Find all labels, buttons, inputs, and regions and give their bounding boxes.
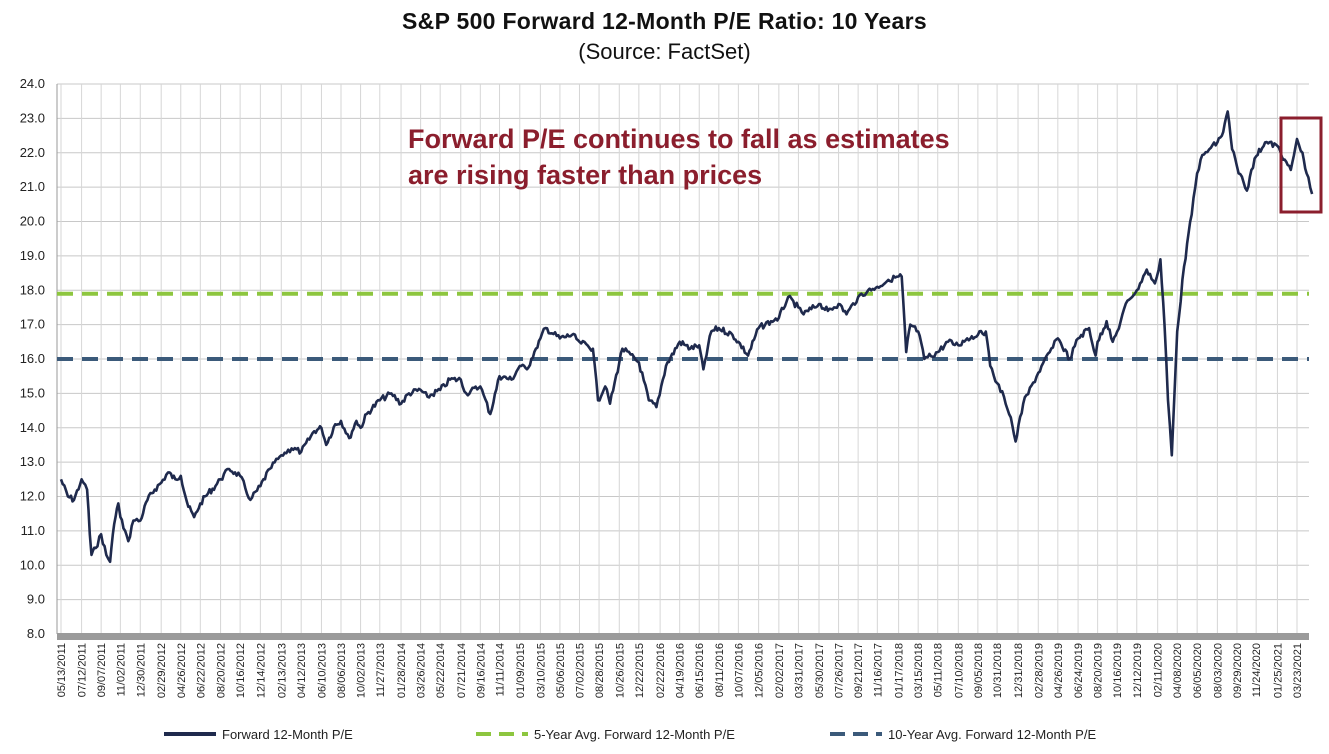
y-tick-label: 12.0 [20, 489, 45, 504]
y-tick-label: 22.0 [20, 145, 45, 160]
x-tick-label: 11/11/2014 [495, 643, 507, 696]
x-tick-label: 12/14/2012 [255, 643, 267, 698]
x-tick-label: 05/13/2011 [56, 643, 68, 697]
x-tick-label: 12/31/2018 [1013, 643, 1025, 698]
x-tick-label: 10/26/2015 [614, 643, 626, 698]
x-tick-label: 06/10/2013 [316, 643, 328, 698]
y-tick-label: 8.0 [27, 626, 45, 641]
x-tick-label: 12/12/2019 [1132, 643, 1144, 698]
x-tick-label: 08/28/2015 [594, 643, 606, 698]
highlight-box [1279, 116, 1323, 214]
x-tick-label: 11/02/2011 [115, 643, 127, 696]
x-tick-label: 02/13/2013 [276, 643, 288, 698]
pe-series-line [59, 110, 1314, 564]
x-tick-label: 08/20/2012 [216, 643, 228, 698]
x-tick-label: 08/20/2019 [1093, 643, 1105, 698]
x-tick-label: 06/22/2012 [195, 643, 207, 698]
x-tick-label: 04/19/2016 [675, 643, 687, 698]
x-tick-label: 01/28/2014 [396, 643, 408, 698]
legend-label: 5-Year Avg. Forward 12-Month P/E [534, 727, 735, 742]
chart-subtitle: (Source: FactSet) [578, 39, 751, 64]
x-tick-label: 03/23/2021 [1292, 643, 1304, 698]
x-tick-label: 01/09/2015 [515, 643, 527, 698]
x-tick-label: 12/22/2015 [634, 643, 646, 698]
x-tick-label: 06/24/2019 [1073, 643, 1085, 698]
x-tick-label: 05/06/2015 [555, 643, 567, 698]
x-tick-label: 02/29/2012 [156, 643, 168, 698]
x-tick-label: 07/12/2011 [77, 643, 89, 697]
y-tick-label: 15.0 [20, 385, 45, 400]
x-tick-label: 02/02/2017 [774, 643, 786, 698]
x-tick-label: 04/26/2012 [176, 643, 188, 698]
y-tick-label: 14.0 [20, 420, 45, 435]
x-tick-label: 08/11/2016 [714, 643, 726, 697]
x-tick-label: 12/05/2016 [754, 643, 766, 698]
x-tick-label: 04/12/2013 [296, 643, 308, 698]
y-tick-label: 9.0 [27, 592, 45, 607]
x-tick-label: 05/30/2017 [814, 643, 826, 698]
x-tick-label: 10/02/2013 [356, 643, 368, 698]
x-tick-label: 02/28/2019 [1033, 643, 1045, 698]
x-tick-label: 09/05/2018 [973, 643, 985, 698]
legend-label: Forward 12-Month P/E [222, 727, 353, 742]
x-tick-label: 11/27/2013 [375, 643, 387, 697]
x-tick-label: 07/02/2015 [574, 643, 586, 698]
series-lines [59, 110, 1314, 564]
x-tick-label: 09/07/2011 [96, 643, 108, 697]
y-tick-label: 17.0 [20, 317, 45, 332]
x-tick-label: 04/26/2019 [1053, 643, 1065, 698]
x-tick-label: 10/16/2019 [1112, 643, 1124, 698]
annotation-text: Forward P/E continues to fall as estimat… [408, 124, 950, 154]
x-tick-label: 08/03/2020 [1212, 643, 1224, 698]
x-tick-label: 10/31/2018 [992, 643, 1004, 698]
y-tick-label: 24.0 [20, 76, 45, 91]
x-tick-label: 07/26/2017 [834, 643, 846, 698]
x-tick-label: 02/22/2016 [655, 643, 667, 698]
legend-label: 10-Year Avg. Forward 12-Month P/E [888, 727, 1096, 742]
average-lines [57, 291, 1309, 361]
y-tick-label: 13.0 [20, 454, 45, 469]
y-tick-label: 21.0 [20, 179, 45, 194]
y-tick-label: 10.0 [20, 557, 45, 572]
chart-title: S&P 500 Forward 12-Month P/E Ratio: 10 Y… [402, 8, 927, 34]
x-tick-label: 11/24/2020 [1251, 643, 1263, 697]
x-tick-label: 03/15/2018 [913, 643, 925, 698]
y-tick-label: 23.0 [20, 110, 45, 125]
legend: Forward 12-Month P/E 5-Year Avg. Forward … [164, 727, 1096, 742]
x-tick-label: 10/16/2012 [235, 643, 247, 698]
x-tick-label: 03/10/2015 [535, 643, 547, 698]
x-tick-label: 06/05/2020 [1192, 643, 1204, 698]
x-tick-label: 12/30/2011 [135, 643, 147, 697]
x-tick-label: 08/06/2013 [336, 643, 348, 698]
x-tick-label: 03/26/2014 [416, 643, 428, 698]
x-tick-label: 01/17/2018 [894, 643, 906, 698]
x-tick-label: 05/22/2014 [435, 643, 447, 698]
y-tick-label: 18.0 [20, 282, 45, 297]
x-tick-label: 02/11/2020 [1153, 643, 1165, 697]
x-tick-label: 11/16/2017 [872, 643, 884, 697]
annotation-text: are rising faster than prices [408, 160, 762, 190]
x-axis-ticks: 05/13/2011 07/12/2011 09/07/2011 11/02/2011… [56, 643, 1304, 698]
x-tick-label: 07/10/2018 [953, 643, 965, 698]
x-tick-label: 05/11/2018 [933, 643, 945, 697]
x-tick-label: 10/07/2016 [733, 643, 745, 698]
y-tick-label: 16.0 [20, 351, 45, 366]
x-tick-label: 09/21/2017 [853, 643, 865, 698]
x-tick-label: 03/31/2017 [793, 643, 805, 698]
y-axis-ticks: 8.0 9.0 10.0 11.0 12.0 13.0 14.0 15.0 16.0 17.0 18… [20, 76, 45, 641]
x-tick-label: 04/08/2020 [1172, 643, 1184, 698]
x-tick-label: 07/21/2014 [456, 643, 468, 698]
x-tick-label: 09/16/2014 [475, 643, 487, 698]
x-tick-label: 01/25/2021 [1272, 643, 1284, 698]
y-tick-label: 19.0 [20, 248, 45, 263]
annotation-group: Forward P/E continues to fall as estimat… [408, 116, 1323, 214]
y-tick-label: 11.0 [21, 523, 45, 538]
x-tick-label: 09/29/2020 [1232, 643, 1244, 698]
x-axis-bar [57, 633, 1309, 640]
x-tick-label: 06/15/2016 [694, 643, 706, 698]
y-tick-label: 20.0 [20, 214, 45, 229]
